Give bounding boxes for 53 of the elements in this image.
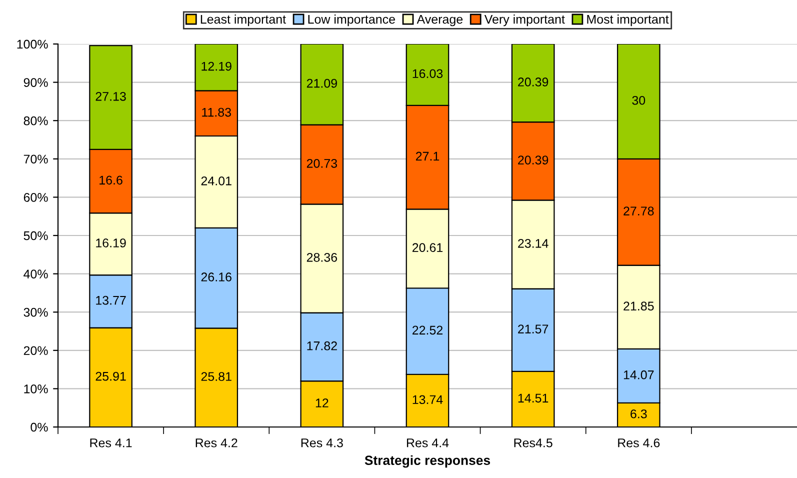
data-label: 21.57 — [518, 324, 548, 334]
legend-label: Very important — [484, 14, 565, 26]
x-tick-label: Res 4.3 — [301, 438, 343, 448]
y-tick-label: 70% — [24, 154, 48, 164]
data-label: 6.3 — [630, 409, 647, 418]
legend-label: Average — [416, 14, 463, 26]
data-label: 25.91 — [96, 372, 126, 381]
data-label: 30 — [632, 96, 646, 105]
legend-label: Least important — [200, 14, 286, 26]
data-label: 27.13 — [96, 92, 126, 101]
data-label: 14.07 — [624, 370, 654, 380]
x-tick-label: Res 4.6 — [618, 438, 660, 448]
x-tick-label: Res 4.4 — [406, 438, 449, 448]
y-tick-label: 30% — [24, 308, 48, 317]
y-tick-label: 10% — [24, 384, 48, 394]
data-label: 22.52 — [412, 326, 443, 335]
data-label: 24.01 — [201, 176, 232, 186]
data-label: 12 — [316, 398, 328, 408]
y-tick-label: 90% — [24, 78, 48, 87]
legend-label: Low importance — [308, 14, 395, 26]
y-tick-label: 60% — [24, 193, 48, 202]
data-label: 21.09 — [306, 78, 337, 88]
data-label: 13.77 — [96, 296, 126, 305]
y-tick-label: 20% — [24, 346, 48, 356]
data-label: 20.39 — [518, 156, 548, 164]
y-tick-label: 50% — [24, 231, 48, 240]
data-label: 20.73 — [306, 158, 338, 168]
data-label: 11.83 — [202, 108, 231, 117]
data-label: 28.36 — [306, 252, 338, 262]
legend-label: Most important — [587, 14, 669, 26]
x-tick-label: Res4.5 — [514, 438, 552, 448]
data-label: 23.14 — [518, 239, 548, 248]
data-label: 16.6 — [100, 176, 122, 185]
data-label: 14.51 — [518, 394, 548, 403]
x-tick-label: Res 4.2 — [196, 438, 238, 448]
data-label: 21.85 — [624, 302, 654, 310]
data-label: 27.1 — [416, 152, 440, 161]
data-label: 16.19 — [96, 238, 126, 248]
y-tick-label: 100% — [17, 40, 48, 49]
x-axis-title: Strategic responses — [364, 455, 490, 468]
data-label: 12.19 — [202, 62, 232, 71]
data-label: 20.61 — [412, 243, 443, 252]
data-label: 27.78 — [624, 206, 654, 216]
data-label: 17.82 — [307, 341, 337, 350]
x-tick-label: Res 4.1 — [90, 438, 132, 448]
data-label: 13.74 — [412, 395, 443, 404]
data-label: 25.81 — [201, 372, 232, 381]
data-label: 26.16 — [201, 272, 232, 282]
y-tick-label: 80% — [24, 116, 48, 126]
y-tick-label: 0% — [30, 422, 48, 432]
y-tick-label: 40% — [24, 270, 48, 278]
data-label: 16.03 — [412, 69, 443, 78]
data-label: 20.39 — [518, 78, 548, 86]
